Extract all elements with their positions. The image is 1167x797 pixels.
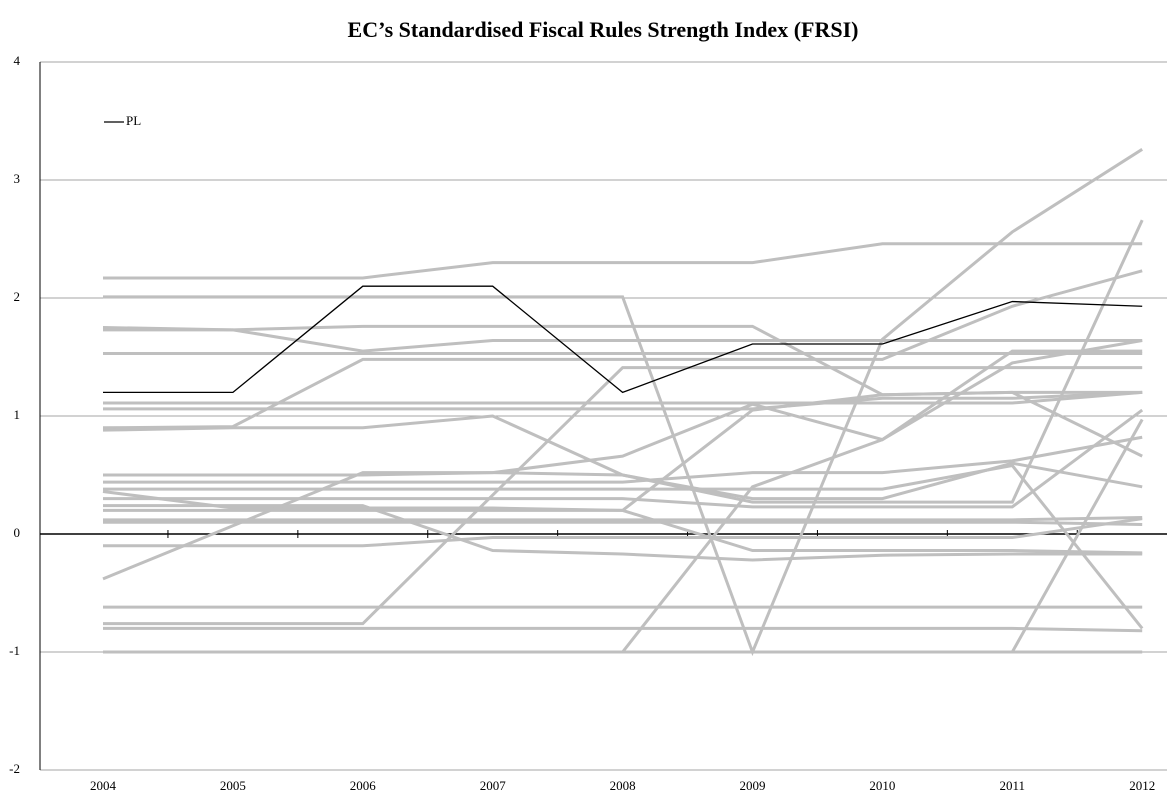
x-tick-label: 2010 xyxy=(869,778,895,793)
series-line xyxy=(103,390,1143,411)
x-tick-label: 2008 xyxy=(610,778,636,793)
x-tick-label: 2007 xyxy=(480,778,507,793)
series-line xyxy=(103,324,1143,458)
series-line xyxy=(103,349,1143,477)
x-tick-label: 2004 xyxy=(90,778,117,793)
y-tick-label: 0 xyxy=(14,525,21,540)
legend-label: PL xyxy=(126,113,141,128)
series-line xyxy=(103,504,1143,562)
series-line xyxy=(103,408,1144,509)
series-line xyxy=(103,508,1143,555)
chart-title: EC’s Standardised Fiscal Rules Strength … xyxy=(348,17,859,42)
series-line xyxy=(102,219,1144,581)
series-line xyxy=(103,148,1144,657)
x-tick-label: 2011 xyxy=(1000,778,1026,793)
y-tick-label: 4 xyxy=(14,53,21,68)
y-tick-label: 1 xyxy=(14,407,21,422)
series-line xyxy=(103,435,1143,484)
series-line xyxy=(103,626,1143,633)
x-tick-label: 2006 xyxy=(350,778,377,793)
series-line xyxy=(103,390,1143,405)
y-tick-label: 3 xyxy=(14,171,21,186)
series-line xyxy=(103,520,1143,527)
y-tick-label: 2 xyxy=(14,289,21,304)
x-tick-label: 2009 xyxy=(740,778,766,793)
series-line xyxy=(103,242,1143,280)
series-line xyxy=(102,326,1143,353)
series-line xyxy=(103,366,1143,626)
x-tick-label: 2012 xyxy=(1129,778,1155,793)
series-line xyxy=(103,463,1144,630)
series-line xyxy=(103,418,1144,654)
y-tick-label: -2 xyxy=(9,761,20,776)
series-line xyxy=(103,285,1143,394)
series-line xyxy=(103,515,1143,522)
y-tick-label: -1 xyxy=(9,643,20,658)
series-line xyxy=(103,339,1143,654)
x-tick-label: 2005 xyxy=(220,778,246,793)
series-line xyxy=(103,517,1143,548)
